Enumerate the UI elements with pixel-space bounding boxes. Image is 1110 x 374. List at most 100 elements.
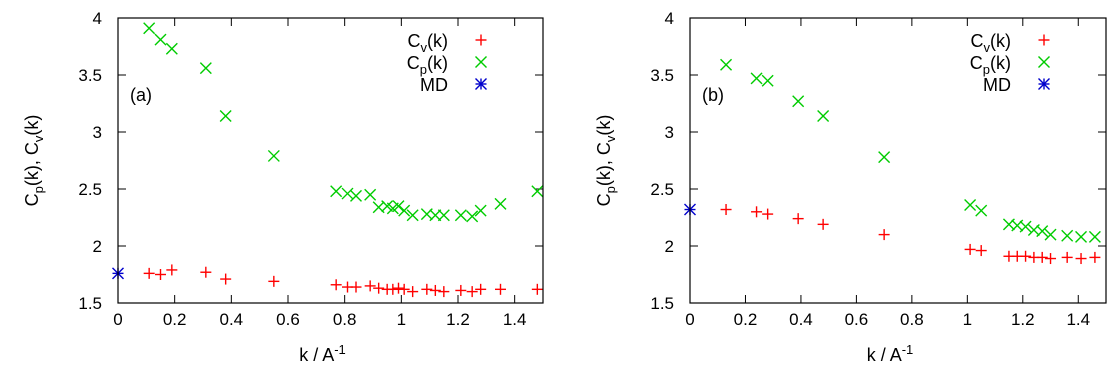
data-point bbox=[407, 286, 419, 298]
x-tick-label: 0 bbox=[113, 310, 122, 329]
plot-frame bbox=[689, 17, 1107, 304]
data-point bbox=[429, 209, 442, 222]
data-point-d2 bbox=[219, 110, 232, 123]
legend-marker bbox=[475, 78, 487, 90]
data-point bbox=[268, 275, 280, 287]
x-tick-label: 0 bbox=[685, 310, 694, 329]
data-point bbox=[364, 188, 377, 201]
y-axis-label-part: C bbox=[594, 193, 614, 206]
data-point bbox=[220, 273, 232, 285]
data-point bbox=[817, 110, 830, 123]
data-point bbox=[494, 197, 507, 210]
data-point bbox=[143, 267, 155, 279]
data-point bbox=[975, 245, 987, 257]
data-point bbox=[199, 62, 212, 75]
data-point bbox=[429, 284, 441, 296]
data-point-d2 bbox=[466, 210, 479, 223]
series-cp-k- bbox=[143, 22, 544, 223]
legend-label: Cv(k) bbox=[971, 31, 1012, 55]
data-point bbox=[1045, 253, 1057, 265]
data-point bbox=[475, 283, 487, 295]
x-tick-label: 1 bbox=[963, 310, 972, 329]
data-point-d2 bbox=[406, 209, 419, 222]
legend-label-main: MD bbox=[983, 75, 1011, 95]
data-point bbox=[1089, 251, 1101, 263]
y-tick-label: 4 bbox=[93, 9, 102, 28]
data-point bbox=[792, 95, 805, 108]
y-axis-label-sub: p bbox=[31, 186, 46, 193]
x-tick-label: 0.2 bbox=[734, 310, 758, 329]
y-axis-label-part: (k) bbox=[22, 115, 42, 136]
data-point-d2 bbox=[154, 33, 167, 46]
data-point bbox=[421, 283, 433, 295]
data-point-d2 bbox=[381, 200, 394, 213]
x-tick-label: 1.2 bbox=[1011, 310, 1035, 329]
y-tick-label: 4 bbox=[665, 9, 674, 28]
data-point bbox=[219, 110, 232, 123]
y-axis-label-sub: v bbox=[603, 135, 618, 142]
legend-label-main: MD bbox=[420, 75, 448, 95]
x-tick-label: 1.2 bbox=[446, 310, 470, 329]
legend-label: MD bbox=[420, 75, 448, 95]
data-point-d2 bbox=[398, 204, 411, 217]
data-point bbox=[267, 149, 280, 162]
data-point-d2 bbox=[199, 62, 212, 75]
data-point-d2 bbox=[975, 204, 988, 217]
data-point bbox=[364, 280, 376, 292]
data-point-d2 bbox=[494, 197, 507, 210]
data-point bbox=[1036, 225, 1049, 238]
panel-b: 1.522.533.540 0.2 0.4 0.6 0.8 1 1.2 1.4Cv(k)Cp(… bbox=[594, 9, 1107, 365]
data-point-d2 bbox=[1036, 225, 1049, 238]
legend-marker-d2 bbox=[1038, 78, 1050, 90]
data-point-d2 bbox=[1061, 229, 1074, 242]
legend-marker bbox=[475, 56, 487, 68]
data-point bbox=[398, 283, 410, 295]
data-point bbox=[878, 229, 890, 241]
y-axis-label-part: C bbox=[22, 193, 42, 206]
data-point bbox=[350, 189, 362, 202]
data-point-d2 bbox=[454, 209, 467, 222]
data-point bbox=[438, 286, 450, 298]
data-point-d2 bbox=[531, 185, 544, 198]
data-point bbox=[474, 204, 487, 217]
panel-label: (b) bbox=[702, 85, 724, 105]
legend-label-tail: (k) bbox=[427, 31, 448, 51]
data-point-d2 bbox=[429, 209, 442, 222]
data-point-d2 bbox=[437, 209, 450, 222]
x-tick-label: 0.8 bbox=[333, 310, 357, 329]
data-point bbox=[531, 283, 543, 295]
y-tick-label: 3 bbox=[665, 123, 674, 142]
legend-label: Cp(k) bbox=[407, 53, 448, 77]
data-point bbox=[437, 209, 450, 222]
y-tick-label: 3 bbox=[93, 123, 102, 142]
data-point bbox=[531, 185, 544, 198]
x-axis-label: k / A-1 bbox=[867, 342, 914, 365]
data-point bbox=[1020, 250, 1032, 262]
data-point bbox=[155, 269, 166, 280]
y-axis-label: Cp(k), Cv(k) bbox=[594, 115, 618, 207]
data-point bbox=[750, 72, 763, 85]
data-point-d2 bbox=[341, 187, 354, 200]
x-tick-label: 0.6 bbox=[276, 310, 300, 329]
panel-a: 1.522.533.540 0.2 0.4 0.6 0.8 1 1.2 1.4Cv(k)Cp(… bbox=[22, 9, 544, 365]
legend-label: Cp(k) bbox=[970, 53, 1011, 77]
legend-marker bbox=[1038, 78, 1050, 90]
x-tick-label: 0.4 bbox=[789, 310, 813, 329]
series-cp-k- bbox=[720, 58, 1101, 243]
y-tick-label: 2 bbox=[665, 237, 674, 256]
legend-label: MD bbox=[983, 75, 1011, 95]
x-axis-label-sup: -1 bbox=[902, 342, 914, 357]
y-tick-label: 1.5 bbox=[650, 294, 674, 313]
data-point bbox=[975, 204, 988, 217]
legend-label-sub: p bbox=[420, 62, 427, 77]
x-axis-label-sup: -1 bbox=[334, 342, 346, 357]
y-tick-label: 2.5 bbox=[650, 180, 674, 199]
data-point-d2 bbox=[792, 95, 805, 108]
data-point-d2 bbox=[474, 204, 487, 217]
data-point-d2 bbox=[964, 198, 977, 211]
data-point bbox=[392, 200, 405, 213]
data-point bbox=[761, 74, 774, 87]
data-point bbox=[143, 22, 156, 35]
y-axis-label-part: (k), C bbox=[22, 142, 42, 186]
